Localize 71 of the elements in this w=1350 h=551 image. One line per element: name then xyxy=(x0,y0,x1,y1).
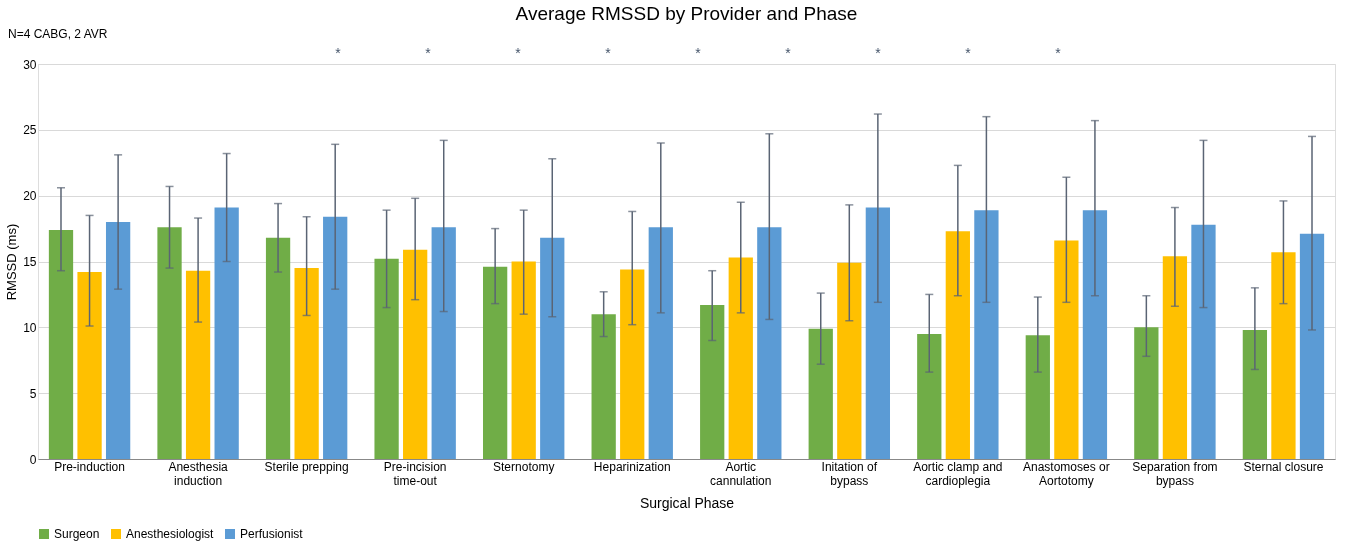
bar xyxy=(294,268,319,459)
bar xyxy=(323,216,348,459)
y-tick-label: 5 xyxy=(29,386,37,401)
x-tick-label: Anastomoses or Aortotomy xyxy=(1023,459,1110,488)
bar xyxy=(648,227,673,459)
bar xyxy=(431,227,456,459)
text: * xyxy=(785,45,792,61)
bar xyxy=(620,269,645,459)
x-tick-label: Separation from bypass xyxy=(1132,459,1218,488)
x-tick-label: Anesthesia induction xyxy=(168,459,229,488)
bar xyxy=(837,262,862,459)
bar xyxy=(185,270,211,459)
y-tick-label: 25 xyxy=(23,123,37,138)
bar xyxy=(105,222,131,459)
x-tick-label: Sternotomy xyxy=(493,459,555,474)
bar xyxy=(1082,210,1108,459)
x-tick-label: Pre-induction xyxy=(54,459,125,474)
y-tick-label: 20 xyxy=(23,189,37,204)
bar xyxy=(945,231,970,459)
bar xyxy=(1134,327,1159,459)
bar xyxy=(540,237,565,459)
legend-label: Perfusionist xyxy=(240,527,304,541)
x-tick-label: Aortic cannulation xyxy=(710,459,772,488)
x-tick-label: Heparinization xyxy=(593,459,671,474)
bar xyxy=(77,272,102,459)
text: * xyxy=(515,45,522,61)
bar xyxy=(917,333,942,459)
x-tick-label: Pre-incision time-out xyxy=(383,459,447,488)
legend-label: Anesthesiologist xyxy=(126,527,215,541)
text: * xyxy=(875,45,882,61)
bar xyxy=(483,266,508,459)
bar xyxy=(591,314,616,459)
y-axis-title: RMSSD (ms) xyxy=(4,223,20,301)
x-tick-label: Sterile prepping xyxy=(264,459,349,474)
x-tick-label: Aortic clamp and cardioplegia xyxy=(913,459,1003,488)
bar xyxy=(1025,335,1050,459)
bar xyxy=(265,237,291,459)
text: * xyxy=(425,45,432,61)
bar xyxy=(511,261,536,459)
bar xyxy=(1242,329,1268,459)
y-tick-label: 30 xyxy=(23,57,37,72)
bar xyxy=(974,210,999,459)
x-tick-label: Sternal closure xyxy=(1243,459,1324,474)
bar xyxy=(214,207,239,459)
bar xyxy=(1191,224,1216,459)
bar xyxy=(1299,233,1325,459)
text: N=4 CABG, 2 AVR xyxy=(8,27,108,41)
legend-label: Surgeon xyxy=(54,527,100,541)
text: * xyxy=(965,45,972,61)
bar xyxy=(48,229,74,459)
x-tick-label: Initation of bypass xyxy=(821,459,878,488)
chart-title: Average RMSSD by Provider and Phase xyxy=(515,3,858,24)
bar xyxy=(1054,240,1079,459)
bar xyxy=(808,328,833,459)
x-axis-title: Surgical Phase xyxy=(639,494,735,511)
text: * xyxy=(695,45,702,61)
bar xyxy=(700,304,725,459)
y-tick-label: 15 xyxy=(23,255,37,269)
bar xyxy=(157,227,182,459)
bar xyxy=(757,227,782,459)
bar xyxy=(403,249,428,459)
bar xyxy=(728,257,753,459)
bar xyxy=(865,207,890,459)
y-tick-label: 0 xyxy=(29,452,37,467)
text: * xyxy=(1055,45,1062,61)
y-tick-label: 10 xyxy=(23,320,37,335)
text: * xyxy=(335,45,342,61)
bar xyxy=(1271,252,1296,459)
bar xyxy=(374,258,399,459)
text: * xyxy=(605,45,612,61)
bar xyxy=(1162,256,1188,459)
